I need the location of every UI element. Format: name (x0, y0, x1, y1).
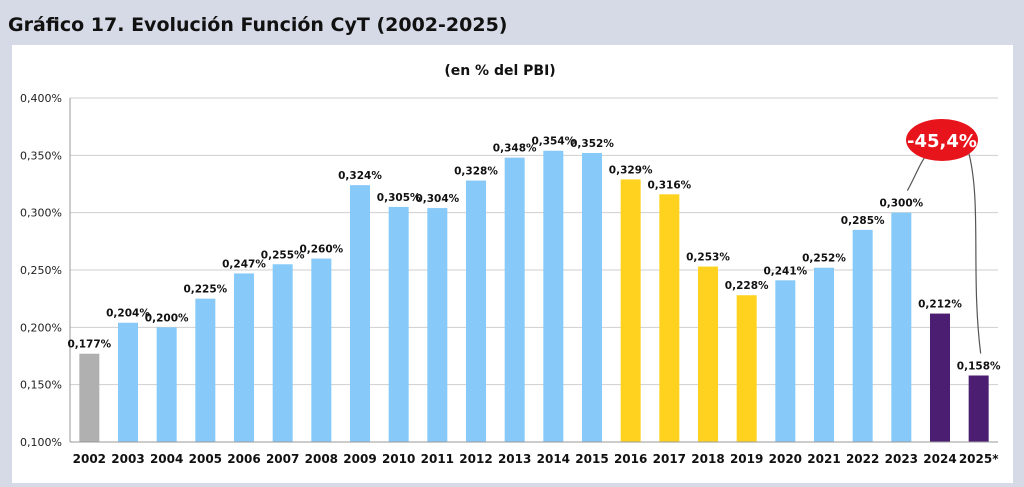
data-label: 0,316% (647, 179, 691, 191)
x-tick-label: 2002 (73, 452, 106, 466)
data-label: 0,228% (725, 280, 769, 292)
y-tick-label: 0,350% (20, 149, 62, 162)
bar-2021 (814, 267, 834, 442)
x-tick-label: 2011 (421, 452, 454, 466)
x-tick-label: 2022 (846, 452, 879, 466)
x-tick-label: 2012 (459, 452, 492, 466)
x-tick-label: 2015 (575, 452, 608, 466)
x-tick-label: 2024 (923, 452, 956, 466)
y-tick-label: 0,250% (20, 264, 62, 277)
bar-2003 (118, 322, 138, 442)
bar-2022 (852, 229, 873, 442)
bar-2012 (466, 180, 486, 442)
connector-line-right (967, 149, 982, 354)
bar-2009 (350, 185, 370, 442)
data-label: 0,177% (67, 339, 111, 351)
x-tick-label: 2009 (343, 452, 376, 466)
y-tick-label: 0,400% (20, 92, 62, 105)
page-title: Gráfico 17. Evolución Función CyT (2002-… (8, 14, 508, 36)
data-label: 0,225% (183, 284, 227, 296)
data-label: 0,204% (106, 308, 150, 320)
data-label: 0,328% (454, 166, 498, 178)
y-tick-label: 0,300% (20, 207, 62, 220)
data-label: 0,241% (763, 265, 807, 277)
bar-chart: (en % del PBI) 0,100%0,150%0,200%0,250%0… (20, 63, 1001, 466)
data-label: 0,158% (957, 360, 1001, 372)
data-label: 0,305% (377, 192, 421, 204)
data-label: 0,300% (879, 198, 923, 210)
x-tick-label: 2005 (189, 452, 222, 466)
x-tick-label: 2025* (959, 452, 999, 466)
x-tick-label: 2013 (498, 452, 531, 466)
bar-2011 (427, 208, 448, 442)
x-tick-label: 2008 (305, 452, 338, 466)
bar-2023 (891, 212, 912, 442)
x-tick-label: 2007 (266, 452, 299, 466)
bar-2025* (968, 375, 989, 442)
gridlines (70, 97, 998, 443)
data-label: 0,253% (686, 252, 730, 264)
bar-2017 (659, 194, 680, 442)
y-tick-label: 0,150% (20, 379, 62, 392)
x-tick-label: 2019 (730, 452, 763, 466)
bar-2014 (543, 150, 564, 442)
bar-2015 (582, 153, 602, 442)
change-annotation: -45,4% (906, 119, 982, 354)
data-label: 0,255% (261, 249, 305, 261)
data-label: 0,260% (299, 244, 343, 256)
x-axis: 2002 2003 2004 2005 2006 2007 2008 2009 2010 2011… (70, 441, 999, 466)
bars (79, 150, 989, 443)
data-label: 0,212% (918, 299, 962, 311)
data-label: 0,252% (802, 253, 846, 265)
data-label: 0,352% (570, 138, 614, 150)
data-label: 0,200% (145, 312, 189, 324)
bar-2006 (234, 273, 254, 442)
chart-subtitle: (en % del PBI) (444, 63, 555, 79)
bar-2007 (272, 264, 293, 442)
change-badge-text: -45,4% (907, 131, 977, 152)
x-tick-label: 2006 (227, 452, 260, 466)
bar-2002 (79, 353, 100, 442)
header-bar: Gráfico 17. Evolución Función CyT (2002-… (0, 0, 1024, 44)
connector-line-left (906, 153, 929, 191)
bar-2005 (195, 298, 216, 442)
x-tick-label: 2003 (111, 452, 144, 466)
x-tick-label: 2016 (614, 452, 647, 466)
data-label: 0,348% (493, 143, 537, 155)
data-label: 0,324% (338, 170, 382, 182)
bar-2020 (775, 280, 796, 442)
x-tick-label: 2021 (807, 452, 840, 466)
x-tick-label: 2020 (769, 452, 802, 466)
chart-panel: (en % del PBI) 0,100% 0,150% 0,200% 0,250% 0… (12, 45, 1013, 483)
bar-2010 (388, 206, 409, 442)
x-tick-label: 2014 (537, 452, 570, 466)
bar-2016 (620, 179, 641, 442)
y-tick-label: 0,100% (20, 436, 62, 449)
data-label: 0,304% (415, 193, 459, 205)
value-labels: 0,177% 0,204%0,200% 0,225% 0,247%0,255%0,26… (67, 136, 1001, 373)
x-tick-label: 2023 (885, 452, 918, 466)
bar-2008 (311, 258, 332, 442)
data-label: 0,247% (222, 258, 266, 270)
bar-2019 (736, 295, 757, 442)
x-tick-label: 2004 (150, 452, 183, 466)
bar-2004 (156, 327, 177, 442)
y-tick-label: 0,200% (20, 321, 62, 334)
bar-2018 (698, 266, 718, 442)
data-label: 0,285% (841, 215, 885, 227)
x-tick-label: 2017 (653, 452, 686, 466)
bar-2024 (930, 313, 950, 442)
x-tick-label: 2018 (691, 452, 724, 466)
x-tick-label: 2010 (382, 452, 415, 466)
data-label: 0,354% (531, 136, 575, 148)
y-axis: 0,100% 0,150% 0,200% 0,250% 0,300% 0,350% 0,40… (20, 92, 71, 449)
data-label: 0,329% (609, 164, 653, 176)
bar-2013 (504, 157, 525, 443)
change-badge (906, 119, 978, 161)
